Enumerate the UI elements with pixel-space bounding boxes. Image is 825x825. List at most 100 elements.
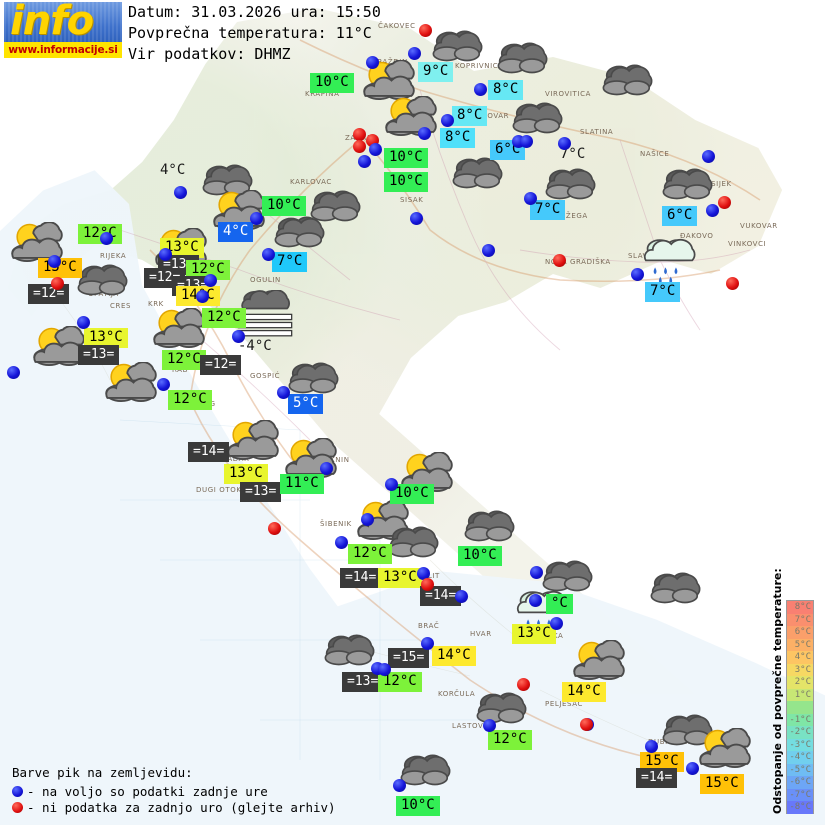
logo-background [4,2,122,42]
station-dot-blue[interactable] [100,232,113,245]
station-dot-blue[interactable] [358,155,371,168]
temperature-label: =14= [420,586,462,606]
station-dot-blue[interactable] [706,204,719,217]
station-dot-red[interactable] [419,24,432,37]
scale-cell: 7°C [787,613,813,626]
station-dot-blue[interactable] [474,83,487,96]
map-place-label: KOPRIVNICA [455,62,504,70]
temperature-label: 11°C [280,474,324,494]
station-dot-blue[interactable] [410,212,423,225]
station-dot-blue[interactable] [385,478,398,491]
station-dot-blue[interactable] [361,513,374,526]
station-dot-blue[interactable] [421,637,434,650]
temperature-label: =15= [388,648,430,668]
station-dot-blue[interactable] [369,143,382,156]
station-dot-red[interactable] [553,254,566,267]
cloud-weather-icon [450,155,506,190]
temperature-label: 5°C [288,394,324,414]
temperature-label: 12°C [202,308,246,328]
station-dot-blue[interactable] [48,255,61,268]
page-header: info www.informacije.si Datum: 31.03.202… [0,0,825,63]
scale-cell: -5°C [787,763,813,776]
station-dot-red[interactable] [726,277,739,290]
station-dot-blue[interactable] [645,740,658,753]
station-dot-blue[interactable] [77,316,90,329]
map-place-label: BRAČ [418,622,440,630]
station-dot-red[interactable] [580,718,593,731]
temperature-label: 14°C [562,682,606,702]
station-dot-blue[interactable] [529,594,542,607]
station-dot-blue[interactable] [483,719,496,732]
map-place-label: GOSPIĆ [250,372,281,380]
station-dot-blue[interactable] [378,663,391,676]
temperature-label: 9°C [418,62,454,82]
map-place-label: VINKOVCI [728,240,767,248]
station-dot-blue[interactable] [418,127,431,140]
legend-row-red: - ni podatka za zadnjo uro (glejte arhiv… [12,799,336,815]
station-dot-blue[interactable] [7,366,20,379]
header-data-source: Vir podatkov: DHMZ [128,45,291,63]
station-dot-red[interactable] [421,578,434,591]
station-dot-blue[interactable] [702,150,715,163]
station-dot-blue[interactable] [393,779,406,792]
station-dot-blue[interactable] [408,47,421,60]
map-place-label: KARLOVAC [290,178,332,186]
cloud-weather-icon [648,570,704,605]
station-dot-red[interactable] [353,140,366,153]
station-dot-red[interactable] [718,196,731,209]
station-dot-blue[interactable] [520,135,533,148]
station-dot-blue[interactable] [482,244,495,257]
station-dot-blue[interactable] [558,137,571,150]
temperature-label: 7°C [560,146,586,162]
temperature-label: 4°C [218,222,254,242]
cloud-weather-icon [430,28,486,63]
station-dot-blue[interactable] [320,462,333,475]
map-place-label: OPATIJA [88,290,119,298]
station-dot-blue[interactable] [232,330,245,343]
station-dot-red[interactable] [51,277,64,290]
station-dot-blue[interactable] [550,617,563,630]
site-logo[interactable]: info www.informacije.si [4,2,122,58]
station-dot-blue[interactable] [455,590,468,603]
station-dot-blue[interactable] [366,56,379,69]
temperature-label: 6°C [662,206,698,226]
map-place-label: HVAR [470,630,492,638]
station-dot-blue[interactable] [159,248,172,261]
header-datetime: Datum: 31.03.2026 ura: 15:50 [128,3,381,21]
station-dot-red[interactable] [268,522,281,535]
station-dot-blue[interactable] [441,114,454,127]
station-dot-blue[interactable] [417,567,430,580]
temperature-label: =14= [188,442,230,462]
cloud-weather-icon [462,508,518,543]
sun-cloud-weather-icon [222,420,284,462]
map-place-label: VIROVITICA [545,90,591,98]
temperature-label: 8°C [452,106,488,126]
scale-cell: 3°C [787,663,813,676]
temperature-deviation-scale: Odstopanje od povprečne temperature: 8°C… [771,568,823,814]
station-dot-blue[interactable] [335,536,348,549]
station-dot-blue[interactable] [157,378,170,391]
sun-cloud-weather-icon [100,362,162,404]
temperature-label: 8°C [440,128,476,148]
scale-cell: -6°C [787,776,813,789]
station-dot-blue[interactable] [250,212,263,225]
station-dot-blue[interactable] [686,762,699,775]
station-dot-blue[interactable] [204,274,217,287]
station-dot-blue[interactable] [196,290,209,303]
scale-cell: -3°C [787,738,813,751]
station-dot-blue[interactable] [262,248,275,261]
cloud-weather-icon [474,690,530,725]
station-dot-red[interactable] [517,678,530,691]
station-dot-blue[interactable] [174,186,187,199]
station-dot-red[interactable] [353,128,366,141]
sun-cloud-weather-icon [694,728,756,770]
station-dot-blue[interactable] [524,192,537,205]
scale-cell: 5°C [787,638,813,651]
station-dot-blue[interactable] [277,386,290,399]
map-place-label: SLATINA [580,128,614,136]
station-dot-blue[interactable] [631,268,644,281]
station-dot-blue[interactable] [530,566,543,579]
cloud-weather-icon [200,162,256,197]
temperature-label: °C [546,594,573,614]
